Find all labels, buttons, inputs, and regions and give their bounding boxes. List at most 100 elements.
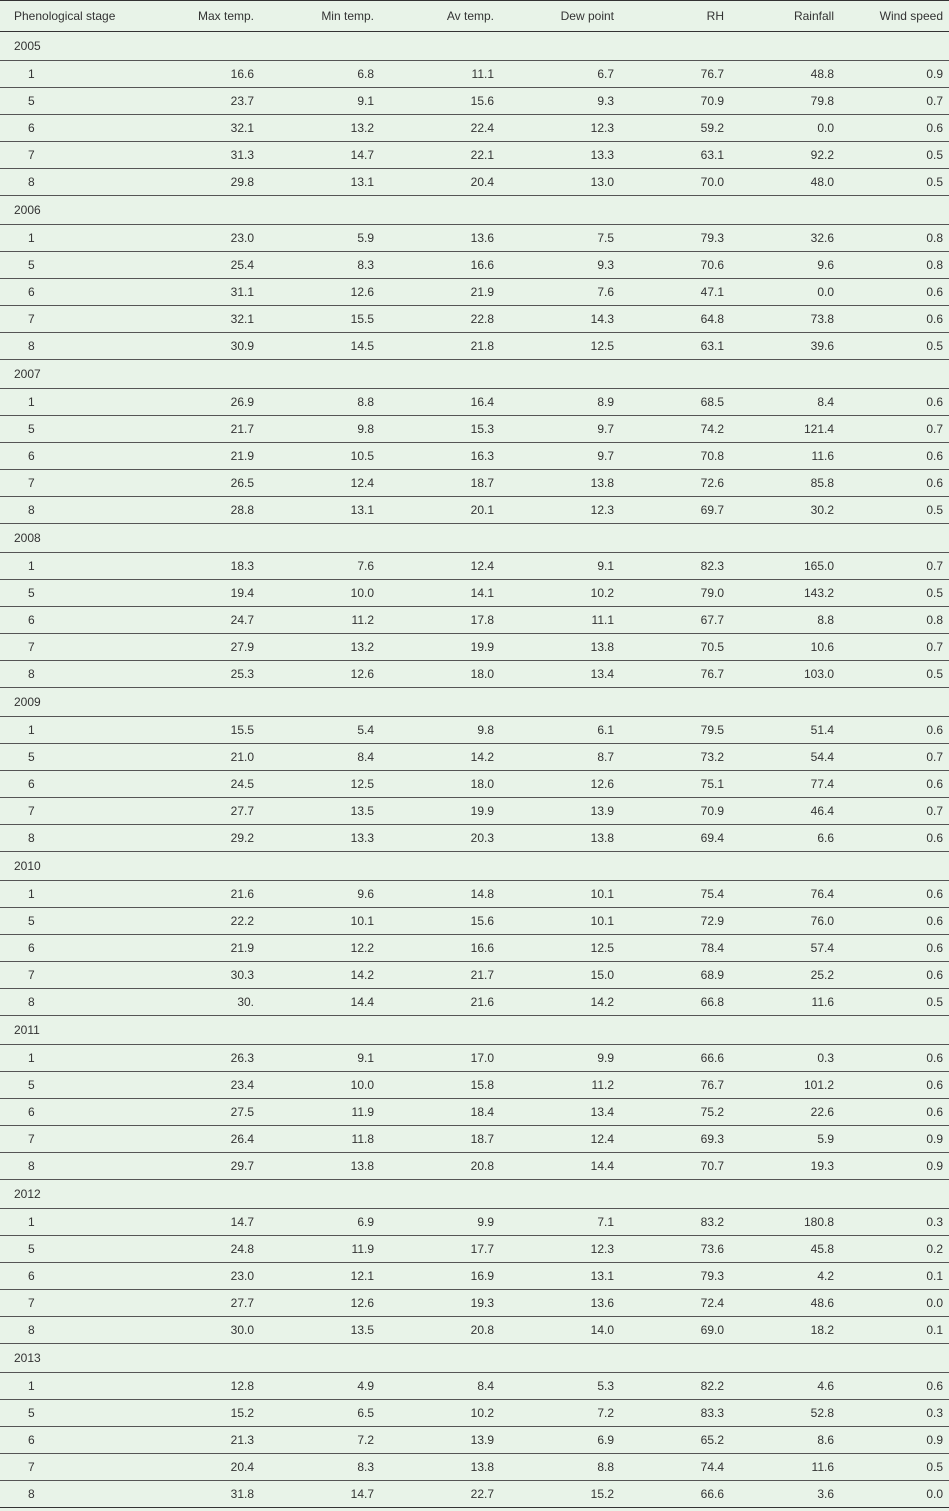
table-row: 830.914.521.812.563.139.60.5 <box>0 333 949 360</box>
cell-avg: 19.9 <box>380 634 500 661</box>
cell-max: 23.0 <box>160 225 260 252</box>
cell-avg: 13.9 <box>380 1427 500 1454</box>
cell-avg: 18.0 <box>380 771 500 798</box>
cell-avg: 19.3 <box>380 1290 500 1317</box>
cell-max: 25.3 <box>160 661 260 688</box>
cell-dew: 11.2 <box>500 1072 620 1099</box>
cell-rh: 70.9 <box>620 798 730 825</box>
cell-wind: 0.6 <box>840 935 949 962</box>
cell-avg: 12.4 <box>380 553 500 580</box>
cell-min: 6.8 <box>260 61 380 88</box>
cell-stage: 8 <box>0 825 160 852</box>
year-row: 2013 <box>0 1344 949 1373</box>
table-row: 523.410.015.811.276.7101.20.6 <box>0 1072 949 1099</box>
table-row: 624.711.217.811.167.78.80.8 <box>0 607 949 634</box>
cell-avg: 16.4 <box>380 389 500 416</box>
cell-max: 29.8 <box>160 169 260 196</box>
cell-rain: 180.8 <box>730 1209 840 1236</box>
cell-avg: 18.0 <box>380 661 500 688</box>
cell-stage: 5 <box>0 1072 160 1099</box>
cell-stage: 5 <box>0 416 160 443</box>
table-row: 731.314.722.113.363.192.20.5 <box>0 142 949 169</box>
phenological-table: Phenological stage Max temp. Min temp. A… <box>0 0 949 1508</box>
cell-dew: 8.7 <box>500 744 620 771</box>
cell-dew: 13.8 <box>500 470 620 497</box>
cell-rain: 18.2 <box>730 1317 840 1344</box>
cell-rh: 70.5 <box>620 634 730 661</box>
cell-stage: 5 <box>0 744 160 771</box>
cell-stage: 7 <box>0 470 160 497</box>
table-row: 727.712.619.313.672.448.60.0 <box>0 1290 949 1317</box>
year-row: 2009 <box>0 688 949 717</box>
cell-min: 8.3 <box>260 1454 380 1481</box>
cell-min: 12.5 <box>260 771 380 798</box>
table-row: 112.84.98.45.382.24.60.6 <box>0 1373 949 1400</box>
table-row: 525.48.316.69.370.69.60.8 <box>0 252 949 279</box>
cell-wind: 0.6 <box>840 717 949 744</box>
cell-max: 29.2 <box>160 825 260 852</box>
cell-avg: 16.6 <box>380 252 500 279</box>
cell-min: 11.9 <box>260 1099 380 1126</box>
cell-rh: 63.1 <box>620 142 730 169</box>
cell-max: 27.9 <box>160 634 260 661</box>
cell-dew: 14.3 <box>500 306 620 333</box>
cell-rain: 11.6 <box>730 1454 840 1481</box>
cell-rain: 57.4 <box>730 935 840 962</box>
cell-avg: 20.3 <box>380 825 500 852</box>
cell-rh: 63.1 <box>620 333 730 360</box>
cell-min: 6.5 <box>260 1400 380 1427</box>
cell-min: 12.6 <box>260 279 380 306</box>
cell-stage: 7 <box>0 634 160 661</box>
cell-rh: 66.6 <box>620 1481 730 1508</box>
cell-stage: 8 <box>0 169 160 196</box>
cell-stage: 8 <box>0 497 160 524</box>
cell-rain: 51.4 <box>730 717 840 744</box>
table-row: 123.05.913.67.579.332.60.8 <box>0 225 949 252</box>
cell-avg: 16.6 <box>380 935 500 962</box>
cell-dew: 12.3 <box>500 115 620 142</box>
cell-wind: 0.6 <box>840 279 949 306</box>
cell-avg: 17.0 <box>380 1045 500 1072</box>
cell-max: 30.3 <box>160 962 260 989</box>
cell-stage: 8 <box>0 1317 160 1344</box>
cell-rh: 69.4 <box>620 825 730 852</box>
cell-avg: 9.9 <box>380 1209 500 1236</box>
cell-rain: 103.0 <box>730 661 840 688</box>
cell-avg: 21.7 <box>380 962 500 989</box>
cell-rh: 82.2 <box>620 1373 730 1400</box>
cell-rh: 76.7 <box>620 1072 730 1099</box>
table-row: 831.814.722.715.266.63.60.0 <box>0 1481 949 1508</box>
cell-stage: 5 <box>0 908 160 935</box>
cell-avg: 16.3 <box>380 443 500 470</box>
cell-min: 12.1 <box>260 1263 380 1290</box>
cell-max: 12.8 <box>160 1373 260 1400</box>
cell-stage: 1 <box>0 1209 160 1236</box>
cell-rh: 68.5 <box>620 389 730 416</box>
year-label: 2011 <box>0 1016 949 1045</box>
cell-avg: 20.8 <box>380 1317 500 1344</box>
table-row: 523.79.115.69.370.979.80.7 <box>0 88 949 115</box>
cell-wind: 0.5 <box>840 989 949 1016</box>
cell-rain: 6.6 <box>730 825 840 852</box>
cell-wind: 0.6 <box>840 1099 949 1126</box>
cell-max: 18.3 <box>160 553 260 580</box>
cell-max: 25.4 <box>160 252 260 279</box>
cell-rh: 73.6 <box>620 1236 730 1263</box>
cell-avg: 17.8 <box>380 607 500 634</box>
year-row: 2010 <box>0 852 949 881</box>
cell-min: 14.5 <box>260 333 380 360</box>
table-row: 830.013.520.814.069.018.20.1 <box>0 1317 949 1344</box>
cell-max: 26.9 <box>160 389 260 416</box>
cell-rain: 101.2 <box>730 1072 840 1099</box>
table-row: 126.98.816.48.968.58.40.6 <box>0 389 949 416</box>
table-row: 623.012.116.913.179.34.20.1 <box>0 1263 949 1290</box>
cell-rain: 77.4 <box>730 771 840 798</box>
cell-dew: 10.1 <box>500 881 620 908</box>
cell-stage: 8 <box>0 989 160 1016</box>
table-row: 829.213.320.313.869.46.60.6 <box>0 825 949 852</box>
cell-rh: 68.9 <box>620 962 730 989</box>
cell-wind: 0.7 <box>840 88 949 115</box>
cell-dew: 9.9 <box>500 1045 620 1072</box>
cell-stage: 1 <box>0 389 160 416</box>
cell-avg: 19.9 <box>380 798 500 825</box>
